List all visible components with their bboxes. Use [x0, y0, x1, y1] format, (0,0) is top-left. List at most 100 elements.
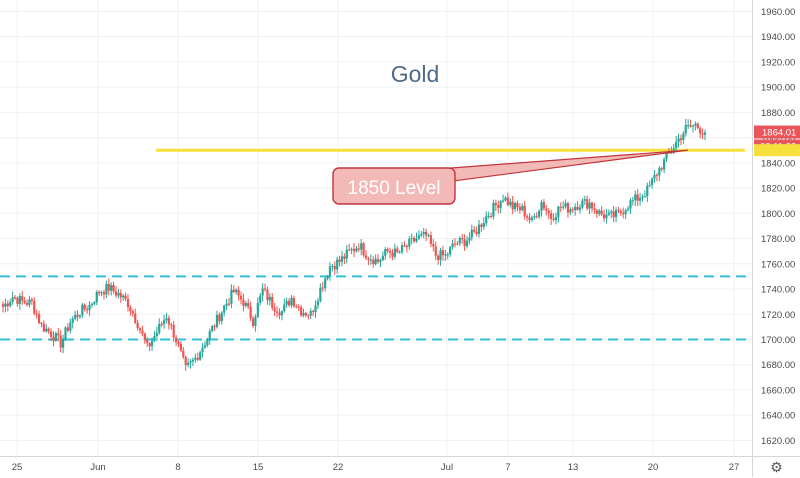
candle — [463, 234, 466, 251]
candle — [415, 232, 418, 243]
candle-body — [290, 297, 293, 306]
candle-body — [131, 311, 134, 314]
candle-body — [141, 330, 144, 334]
candle — [559, 202, 562, 213]
time-axis[interactable] — [0, 456, 752, 478]
candle — [223, 304, 226, 317]
price-axis[interactable] — [752, 0, 800, 456]
candle — [134, 308, 137, 325]
candle — [35, 309, 38, 319]
candle — [350, 247, 353, 255]
candle — [146, 337, 149, 347]
candle-body — [420, 234, 423, 236]
candle-body — [114, 291, 118, 296]
candle — [487, 211, 490, 219]
candle — [610, 209, 613, 219]
candle-body — [251, 318, 255, 326]
candle-body — [83, 304, 86, 310]
candle — [386, 247, 389, 254]
candle — [461, 233, 464, 244]
candle-body — [37, 314, 41, 323]
candle — [129, 305, 132, 316]
candle-body — [557, 206, 560, 218]
candle — [372, 256, 375, 268]
candle-body — [631, 200, 634, 202]
candle-body — [427, 235, 430, 237]
candle — [429, 231, 433, 248]
candle — [271, 293, 274, 311]
candle — [333, 261, 336, 275]
candle — [338, 255, 341, 267]
candle — [653, 170, 656, 183]
candle — [391, 248, 394, 261]
candle-body — [453, 243, 457, 245]
candle-body — [439, 250, 442, 261]
candle — [679, 134, 683, 146]
candle-body — [437, 255, 440, 261]
candle-body — [554, 217, 558, 220]
candle-body — [566, 203, 570, 213]
candle — [184, 355, 187, 371]
candle-body — [244, 303, 247, 306]
candle-body — [458, 237, 461, 244]
callout-pointer — [437, 149, 689, 184]
candle-body — [521, 205, 524, 211]
candle — [153, 331, 156, 343]
candle — [162, 314, 166, 329]
candle-body — [509, 201, 512, 205]
candle — [136, 319, 139, 331]
candle — [324, 276, 327, 292]
candle — [340, 250, 344, 267]
candle-body — [699, 128, 702, 134]
candle — [569, 207, 572, 216]
candle — [475, 226, 478, 237]
candle — [638, 192, 642, 206]
candle-body — [177, 342, 180, 345]
candle — [242, 293, 245, 312]
candle — [408, 236, 411, 250]
candle — [381, 251, 384, 262]
candle — [187, 358, 190, 368]
candle — [444, 250, 447, 261]
candle — [684, 119, 687, 137]
candle-body — [158, 323, 161, 333]
candle — [626, 205, 630, 212]
candle-body — [194, 357, 197, 360]
candle-body — [340, 256, 344, 262]
candle-body — [1, 304, 5, 307]
candle — [364, 250, 368, 260]
candle-body — [489, 216, 493, 218]
candle — [237, 286, 240, 301]
candle-body — [247, 303, 250, 307]
candle-body — [227, 303, 231, 305]
candle — [28, 295, 31, 308]
candle — [634, 190, 637, 207]
candle — [598, 208, 601, 217]
callout: 1850 Level — [332, 149, 689, 205]
candle-body — [304, 313, 308, 316]
candle — [119, 289, 122, 303]
candle-body — [379, 260, 382, 262]
candle — [701, 128, 704, 140]
candle-body — [550, 213, 553, 220]
settings-button[interactable]: ⚙ — [752, 456, 800, 477]
candle — [165, 312, 168, 324]
candle — [513, 201, 517, 212]
candle-body — [355, 248, 358, 252]
candle-body — [62, 338, 65, 348]
candle — [504, 195, 507, 202]
candle-body — [81, 304, 84, 316]
candle — [494, 199, 497, 212]
candle — [393, 243, 396, 260]
candle-body — [362, 243, 365, 256]
candle — [489, 212, 493, 219]
candle — [302, 308, 305, 318]
candle-body — [701, 133, 704, 135]
candle — [90, 302, 94, 308]
candle-body — [42, 323, 45, 332]
candle-body — [516, 202, 519, 208]
candle-body — [482, 223, 485, 227]
candle — [100, 290, 103, 297]
candle-body — [182, 350, 185, 357]
candle — [583, 195, 586, 205]
